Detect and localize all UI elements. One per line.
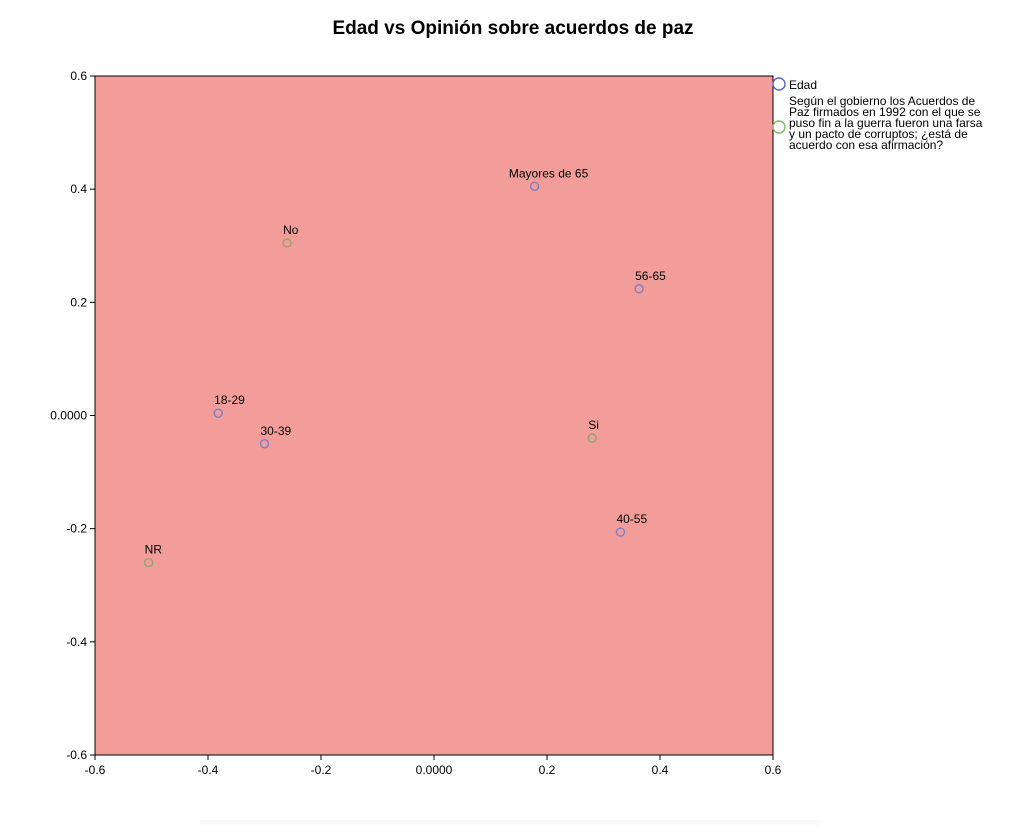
- y-tick-label: 0.2: [70, 295, 87, 309]
- x-tick-label: 0.4: [652, 763, 669, 777]
- x-tick-label: 0.2: [539, 763, 556, 777]
- data-point-label: No: [283, 223, 299, 237]
- data-point-label: 40-55: [616, 512, 647, 526]
- chart-title: Edad vs Opinión sobre acuerdos de paz: [332, 18, 693, 39]
- y-tick-label: 0.6: [70, 69, 87, 83]
- legend-label-edad: Edad: [789, 78, 817, 92]
- y-tick-label: 0.0000: [50, 409, 87, 423]
- y-tick-label: -0.4: [66, 635, 87, 649]
- x-tick-label: -0.2: [311, 763, 332, 777]
- x-tick-label: -0.4: [198, 763, 219, 777]
- data-point-marker: [143, 557, 154, 568]
- legend-label-opinion-line: acuerdo con esa afirmación?: [789, 138, 943, 152]
- y-tick-label: -0.2: [66, 522, 87, 536]
- x-tick-label: 0.0000: [416, 763, 453, 777]
- legend-marker-edad: [772, 77, 786, 91]
- legend-label-opinion-line: Según el gobierno los Acuerdos de: [789, 94, 975, 108]
- data-point-marker: [259, 439, 270, 449]
- y-tick-label: -0.6: [66, 748, 87, 762]
- data-point-marker: [282, 238, 292, 248]
- bottom-shadow: [200, 820, 820, 828]
- y-tick-label: 0.4: [70, 182, 87, 196]
- plot-area: [94, 75, 774, 756]
- x-tick-label: -0.6: [85, 763, 106, 777]
- x-axis: -0.6 -0.4 -0.2 0.0000 0.2 0.4 0.6: [85, 755, 782, 777]
- legend-label-opinion-line: Paz firmados en 1992 con el que se: [789, 105, 981, 119]
- data-point-label: 56-65: [635, 269, 666, 283]
- legend-label-opinion-line: y un pacto de corruptos; ¿está de: [789, 127, 968, 141]
- legend-marker-opinion: [772, 120, 786, 134]
- data-point-label: NR: [145, 543, 163, 557]
- data-point-label: Si: [588, 418, 599, 432]
- data-point-marker: [529, 181, 540, 192]
- data-point-marker: [587, 433, 597, 443]
- y-axis: 0.6 0.4 0.2 0.0000 -0.2 -0.4 -0.6: [50, 69, 95, 762]
- data-point-label: Mayores de 65: [509, 166, 589, 180]
- legend-label-opinion-line: puso fin a la guerra fueron una farsa: [789, 116, 983, 130]
- data-point-marker: [213, 408, 223, 418]
- data-point-label: 18-29: [214, 393, 245, 407]
- data-point-label: 30-39: [261, 424, 292, 438]
- x-tick-label: 0.6: [765, 763, 782, 777]
- data-point-marker: [615, 527, 626, 537]
- data-point-marker: [634, 284, 644, 294]
- legend: Edad Según el gobierno los Acuerdos dePaz…: [772, 77, 983, 152]
- data-points: Mayores de 65 56-65 18-29 30-39 40-55 No Si NR: [143, 166, 666, 568]
